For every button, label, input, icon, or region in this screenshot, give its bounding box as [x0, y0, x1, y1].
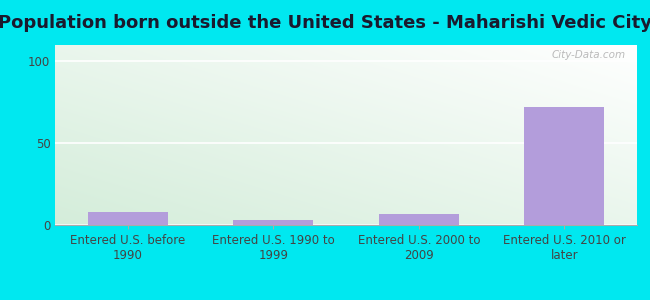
Bar: [525, 107, 605, 225]
Text: City-Data.com: City-Data.com: [551, 50, 625, 60]
Bar: [233, 220, 313, 225]
Bar: [379, 214, 459, 225]
Bar: [88, 212, 168, 225]
Text: Population born outside the United States - Maharishi Vedic City: Population born outside the United State…: [0, 14, 650, 32]
